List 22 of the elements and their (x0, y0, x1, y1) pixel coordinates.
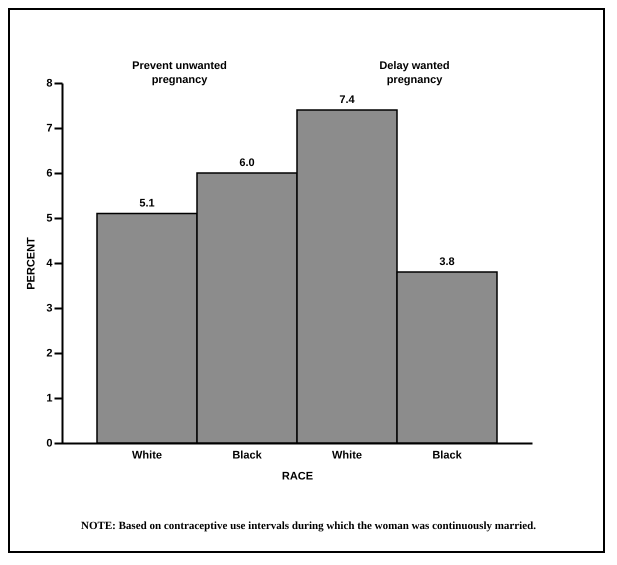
data-label: 7.4 (339, 94, 356, 106)
x-tick-label: Black (432, 450, 463, 462)
x-axis-title: RACE (282, 470, 314, 482)
text: NOTE: Based on contraceptive use intervals during which the woman was continuously married. (80, 520, 537, 532)
y-tick-label: 5 (46, 212, 52, 224)
y-tick-label: 4 (46, 258, 54, 270)
y-tick-label: 2 (46, 348, 52, 360)
x-tick-label: White (332, 450, 362, 462)
y-tick-label: 1 (46, 392, 52, 404)
x-tick-label: Black (232, 450, 263, 462)
y-tick-label: 7 (46, 122, 52, 134)
annotation: Prevent unwanted pregnancy (132, 60, 227, 86)
x-tick-label: White (132, 450, 162, 462)
data-label: 6.0 (239, 157, 255, 169)
y-tick-label: 0 (46, 438, 52, 450)
annotation: Delay wanted pregnancy (379, 60, 450, 86)
data-label: 5.1 (139, 198, 155, 210)
y-axis-title: PERCENT (25, 236, 38, 290)
y-tick-label: 3 (46, 302, 52, 314)
y-tick-label: 8 (46, 78, 52, 90)
data-label: 3.8 (439, 256, 455, 268)
y-tick-label: 6 (46, 168, 52, 180)
